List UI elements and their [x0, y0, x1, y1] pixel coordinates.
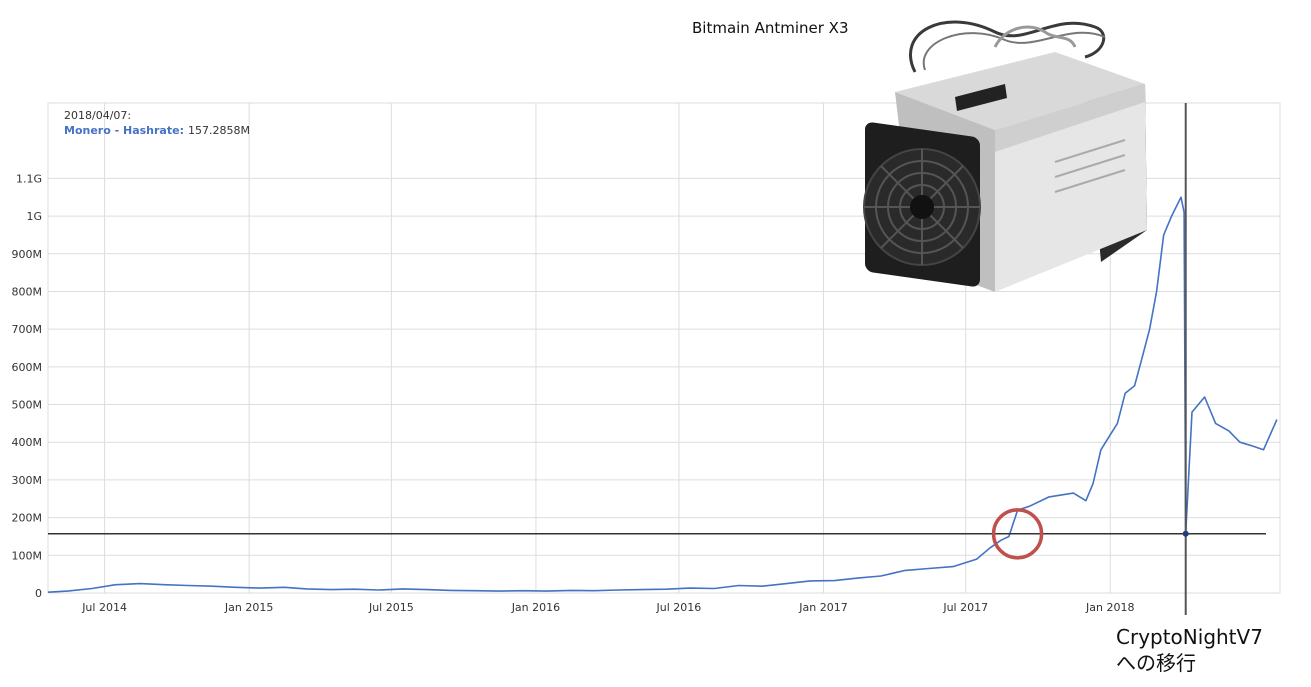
miner-label: Bitmain Antminer X3: [692, 19, 849, 37]
tooltip-series-label: Monero - Hashrate:: [64, 124, 184, 137]
y-tick-label: 700M: [12, 323, 43, 336]
x-tick-label: Jan 2016: [511, 601, 560, 614]
tooltip-value: 157.2858M: [188, 124, 250, 137]
y-axis-ticks: 0 100M 200M 300M 400M 500M 600M 700M 800M 900M 1G 1…: [12, 172, 43, 600]
highlight-circle: [991, 508, 1044, 560]
tooltip-date: 2018/04/07:: [64, 109, 131, 122]
x-tick-label: Jul 2015: [368, 601, 414, 614]
migration-label: CryptoNightV7 への移行: [1116, 624, 1263, 676]
x-tick-label: Jul 2016: [656, 601, 702, 614]
x-axis-ticks: Jul 2014 Jan 2015 Jul 2015 Jan 2016 Jul 2016…: [81, 601, 1134, 614]
y-tick-label: 900M: [12, 248, 43, 261]
y-tick-label: 500M: [12, 399, 43, 412]
y-tick-label: 600M: [12, 361, 43, 374]
y-tick-label: 200M: [12, 512, 43, 525]
series-group: [47, 196, 1278, 593]
y-tick-label: 400M: [12, 436, 43, 449]
migration-label-line1: CryptoNightV7: [1116, 625, 1263, 649]
x-tick-label: Jan 2015: [224, 601, 273, 614]
x-tick-label: Jan 2017: [798, 601, 847, 614]
y-tick-label: 0: [35, 587, 42, 600]
y-tick-label: 800M: [12, 285, 43, 298]
hover-point: [1182, 530, 1189, 537]
series-line-monero-hashrate: [47, 196, 1278, 593]
chart-tooltip: 2018/04/07: Monero - Hashrate: 157.2858M: [64, 109, 250, 137]
y-tick-label: 1.1G: [16, 172, 42, 185]
x-tick-label: Jan 2018: [1085, 601, 1134, 614]
y-tick-label: 1G: [26, 210, 42, 223]
y-tick-label: 300M: [12, 474, 43, 487]
antminer-x3-photo: [863, 20, 1147, 292]
migration-label-line2: への移行: [1116, 651, 1196, 675]
x-tick-label: Jul 2014: [81, 601, 127, 614]
x-tick-label: Jul 2017: [942, 601, 988, 614]
y-tick-label: 100M: [12, 549, 43, 562]
reference-lines: [48, 103, 1266, 615]
